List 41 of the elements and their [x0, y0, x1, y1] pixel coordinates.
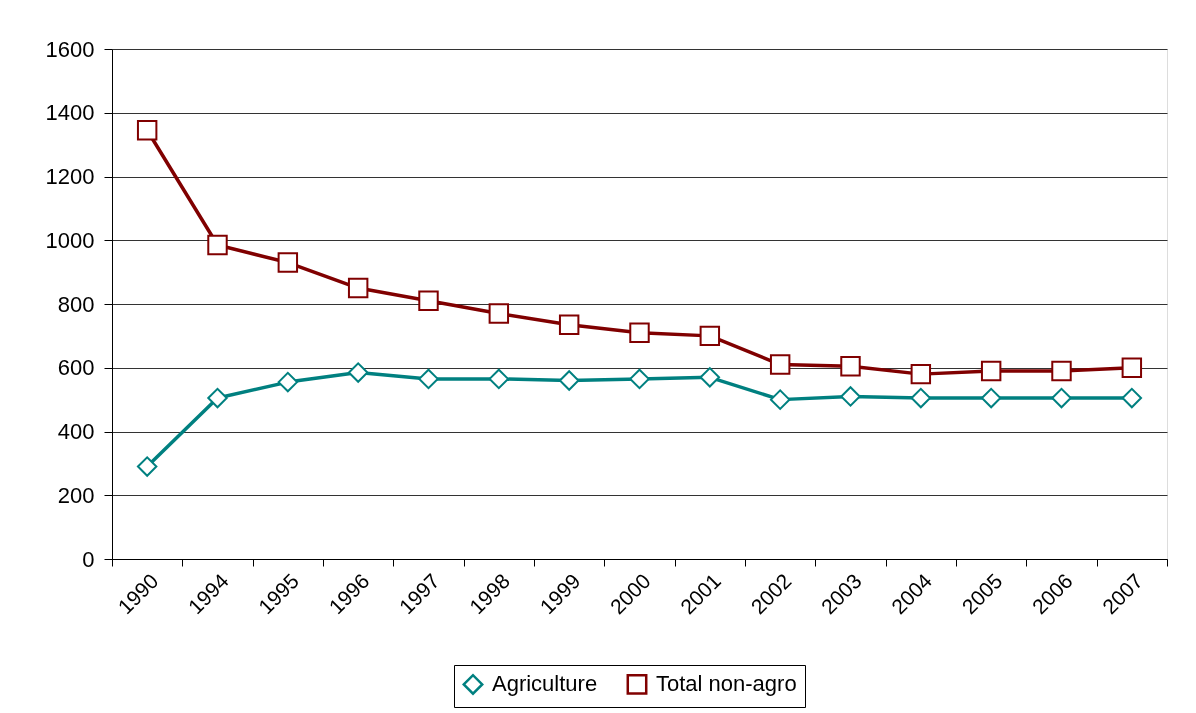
y-tick-label: 1200	[45, 164, 95, 189]
legend-label: Agriculture	[492, 671, 598, 697]
y-tick-label: 800	[57, 291, 95, 317]
legend-label: Total non-agro	[656, 671, 797, 697]
y-tick-label: 1600	[45, 36, 95, 62]
point	[207, 387, 228, 409]
point	[769, 389, 791, 410]
point	[840, 355, 861, 377]
point	[629, 322, 650, 343]
y-tick-label: 0	[82, 546, 95, 572]
point	[980, 387, 1002, 409]
y-tick-label: 400	[57, 419, 95, 444]
point	[980, 360, 1002, 382]
point	[1121, 357, 1143, 378]
y-tick-label: 1000	[45, 227, 95, 253]
point	[347, 362, 369, 383]
point	[769, 354, 791, 375]
point	[488, 368, 510, 390]
y-tick-label: 200	[57, 482, 95, 508]
point	[910, 363, 932, 385]
point	[277, 252, 299, 273]
point	[136, 456, 158, 477]
point	[910, 387, 932, 409]
point	[629, 368, 650, 390]
point	[1051, 360, 1072, 382]
point	[277, 371, 299, 393]
point	[1121, 387, 1143, 409]
point	[136, 120, 158, 141]
point	[558, 370, 580, 391]
point	[1051, 387, 1072, 409]
point	[418, 368, 439, 390]
y-tick-label: 1400	[45, 100, 95, 126]
point	[418, 290, 439, 312]
point	[207, 234, 228, 256]
point	[347, 277, 369, 299]
y-tick-label: 600	[57, 355, 95, 381]
point	[699, 325, 721, 347]
point	[840, 386, 861, 407]
point	[488, 303, 510, 324]
point	[699, 367, 721, 388]
point	[558, 314, 580, 335]
